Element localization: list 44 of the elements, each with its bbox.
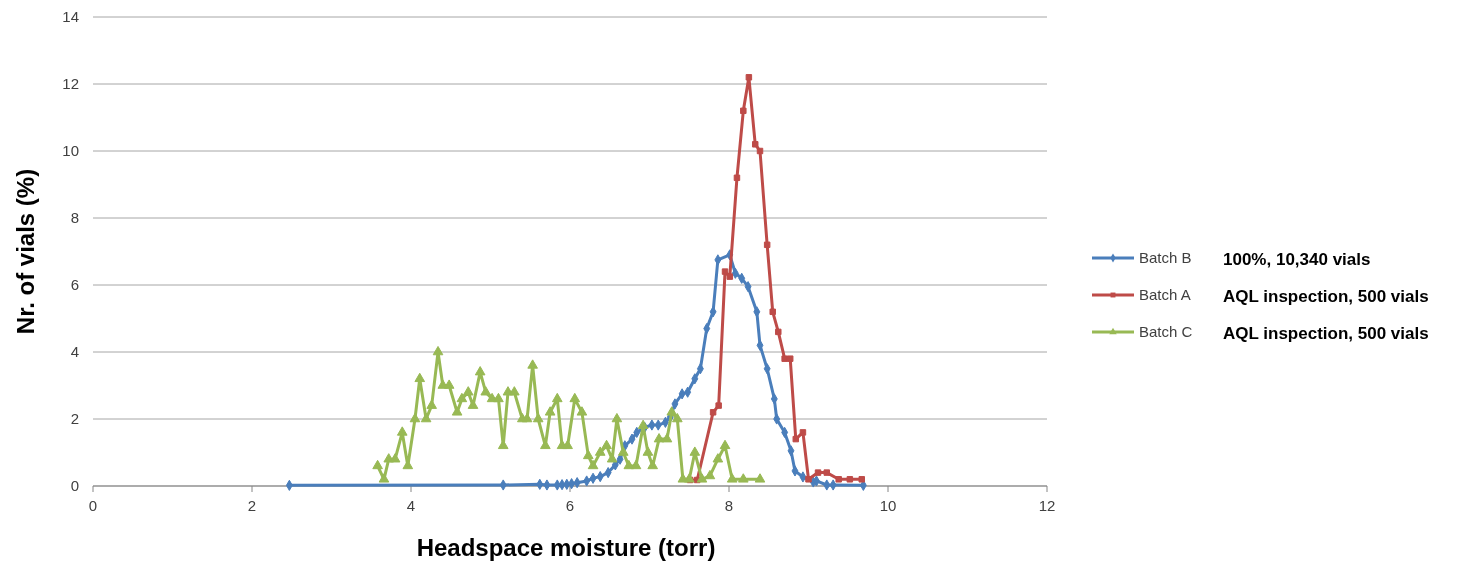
point	[733, 174, 741, 182]
x-tick-label: 2	[247, 497, 257, 514]
y-tick-label: 10	[62, 142, 79, 159]
point	[814, 469, 822, 476]
y-tick-label: 2	[70, 410, 79, 427]
point	[775, 328, 782, 336]
x-axis-title: Headspace moisture (torr)	[416, 534, 716, 561]
point	[726, 273, 734, 280]
x-tick-label: 0	[88, 497, 98, 514]
y-tick-label: 6	[70, 276, 79, 293]
point	[846, 476, 854, 483]
point	[740, 107, 747, 115]
x-tick-label: 4	[406, 497, 416, 514]
point	[745, 74, 753, 81]
point	[823, 469, 831, 476]
y-tick-label: 14	[62, 8, 79, 25]
point	[763, 241, 771, 249]
point	[715, 402, 722, 409]
y-tick-label: 0	[70, 477, 79, 494]
y-tick-label: 12	[62, 75, 79, 92]
point	[799, 429, 807, 436]
point	[835, 476, 842, 483]
legend-label: Batch A	[1139, 286, 1191, 303]
x-tick-label: 10	[879, 497, 897, 514]
y-axis-title: Nr. of vials (%)	[12, 168, 39, 335]
legend-label: Batch B	[1139, 249, 1192, 266]
text: AQL inspection, 500 vials	[1223, 287, 1429, 306]
y-tick-label: 4	[70, 343, 79, 360]
point	[709, 409, 717, 416]
legend-label: Batch C	[1139, 323, 1193, 340]
point	[769, 308, 776, 316]
x-tick-label: 6	[565, 497, 575, 514]
point	[792, 435, 800, 443]
text: 100%, 10,340 vials	[1223, 250, 1371, 269]
x-tick-label: 8	[724, 497, 734, 514]
x-tick-label: 12	[1038, 497, 1056, 514]
text: AQL inspection, 500 vials	[1223, 324, 1429, 343]
point	[786, 355, 794, 362]
y-tick-label: 8	[70, 209, 79, 226]
point	[721, 268, 729, 275]
point	[805, 476, 812, 483]
point	[781, 355, 788, 362]
point	[858, 476, 865, 483]
point	[752, 141, 759, 148]
